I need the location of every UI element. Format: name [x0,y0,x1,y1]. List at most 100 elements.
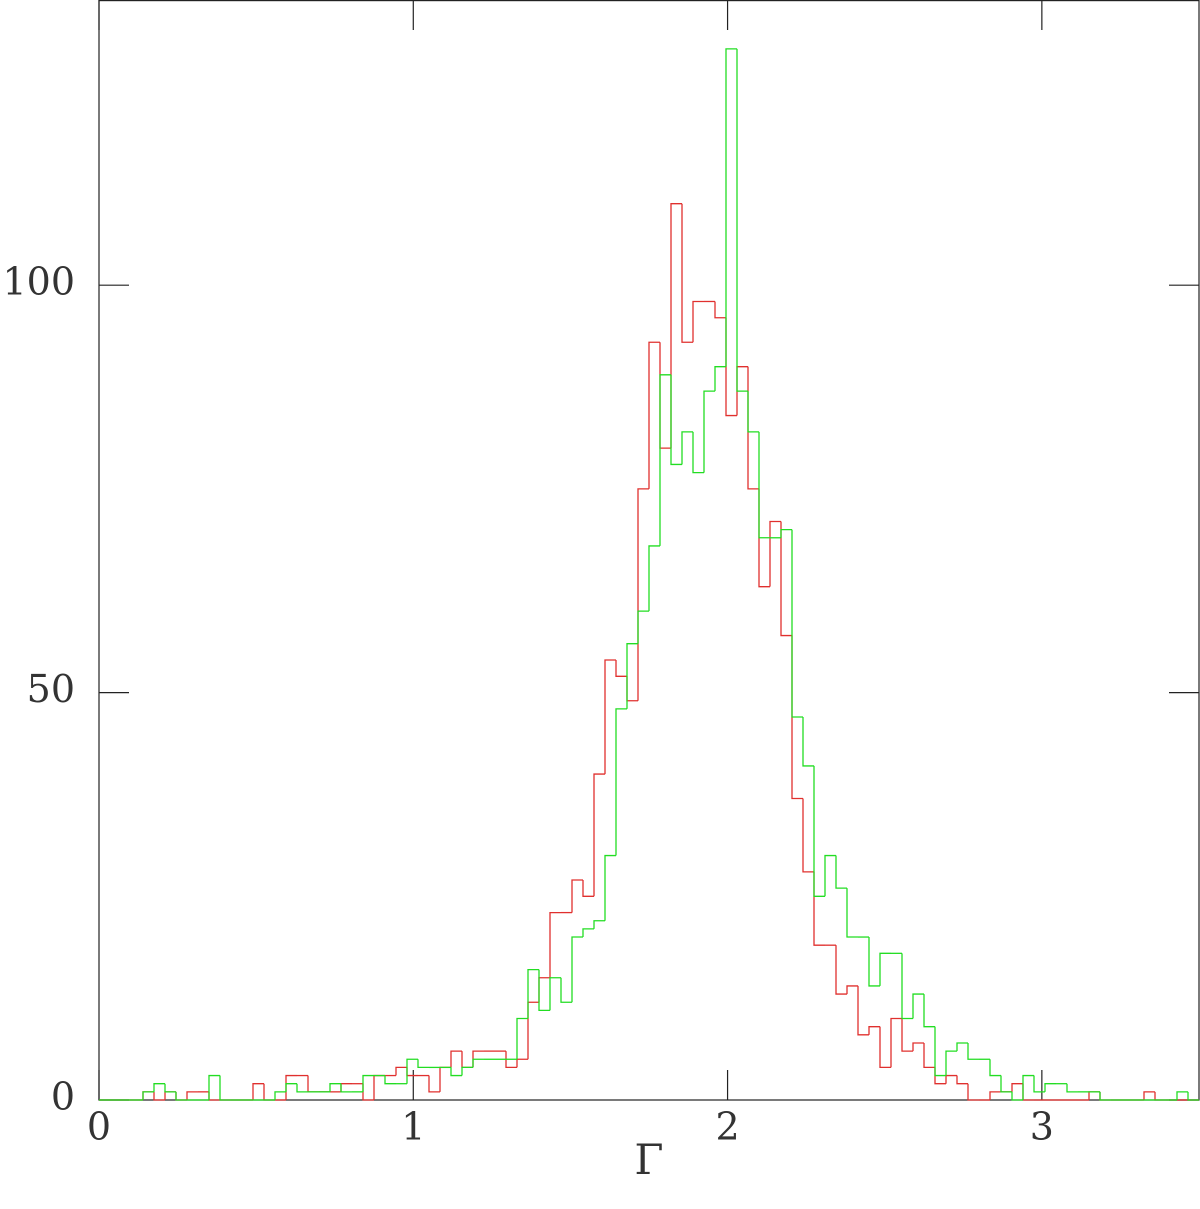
histogram-step [703,390,715,473]
histogram-step [989,1059,1001,1077]
histogram-step [1022,1074,1034,1100]
histogram-step [406,1067,418,1077]
histogram-step [846,985,858,995]
histogram-step [670,203,682,449]
histogram-step [725,48,737,367]
x-tick-label: 0 [87,1105,111,1149]
histogram-step [912,993,924,1019]
histogram-step [373,1074,385,1100]
histogram-step [637,488,649,701]
histogram-step [340,1083,352,1093]
histogram-step [395,1066,407,1076]
histogram-step [780,521,792,637]
histogram-step [538,977,550,1003]
histogram-step [681,203,693,343]
histogram-step [307,1075,319,1093]
histogram-step [659,374,671,546]
histogram-step [945,1074,957,1084]
histogram-step [593,920,605,929]
histogram-step [1022,1083,1034,1101]
histogram-step [571,936,583,1003]
histogram-step [1187,1091,1199,1101]
histogram-step [1066,1083,1078,1093]
histogram-step [670,374,682,466]
histogram-step [516,1058,528,1068]
histogram-step [725,317,737,417]
histogram-step [604,854,616,921]
histogram-step [329,1083,341,1092]
histogram-step [538,969,550,1012]
histogram-step [153,1091,165,1101]
histogram-step [285,1074,297,1100]
histogram-step [967,1083,979,1101]
histogram-step [450,1050,462,1068]
histogram-step [362,1074,374,1092]
histogram-step [219,1075,231,1101]
histogram-step [1154,1091,1166,1101]
histogram-step [637,610,649,644]
histogram-step [164,1083,176,1093]
histogram-step [758,431,770,539]
histogram-step [802,798,814,873]
histogram-step [868,937,880,987]
histogram-step [417,1059,429,1069]
x-tick-label: 3 [1030,1105,1054,1149]
histogram-step [1011,1091,1023,1101]
y-tick-label: 0 [51,1075,75,1119]
histogram-step [527,1001,539,1060]
histogram-step [384,1075,396,1085]
histogram-step [736,48,748,392]
histogram-step [274,1091,286,1100]
histogram-step [461,1066,473,1076]
histogram-step [571,879,583,913]
histogram-step [923,994,935,1028]
histogram-step [835,945,847,995]
histogram-step [967,1042,979,1060]
histogram-step [659,342,671,449]
histogram-step [1176,1091,1188,1100]
histogram-step [626,676,638,702]
histogram-step [175,1091,187,1101]
histogram-step [472,1058,484,1068]
histogram-step [582,928,594,938]
x-tick-label: 2 [715,1105,739,1149]
histogram-step [1044,1083,1056,1092]
histogram-step [692,431,704,474]
histogram-step [791,529,803,718]
histogram-step [142,1091,154,1100]
histogram-step [901,1018,913,1052]
histogram-step [813,765,825,897]
histogram-step [252,1083,264,1100]
histogram-step [835,855,847,889]
histogram-step [296,1083,308,1093]
histogram-step [549,911,561,978]
histogram-step [780,528,792,538]
histogram-step [208,1074,220,1100]
histogram-step [285,1083,297,1092]
histogram-step [879,952,891,986]
y-tick-label: 100 [2,260,75,304]
histogram-step [1000,1075,1012,1093]
histogram-step [362,1083,374,1101]
histogram-step [901,953,913,1020]
histogram-step [461,1051,473,1069]
histogram-step [340,1083,352,1092]
histogram-step [813,871,825,946]
histogram-step [593,773,605,897]
histogram-step [604,659,616,775]
histogram-step [956,1075,968,1085]
histogram-step [681,431,693,465]
histogram-step [186,1091,198,1100]
histogram-step [879,1026,891,1069]
histogram-step [714,301,726,319]
histogram-step [989,1091,1001,1100]
histogram-step [175,1091,187,1101]
histogram-step [560,977,572,1003]
histogram-step [1088,1091,1100,1100]
histogram-step [648,341,660,489]
x-tick-label: 1 [401,1105,425,1149]
histogram-step [802,717,814,767]
histogram-step [890,1017,902,1068]
